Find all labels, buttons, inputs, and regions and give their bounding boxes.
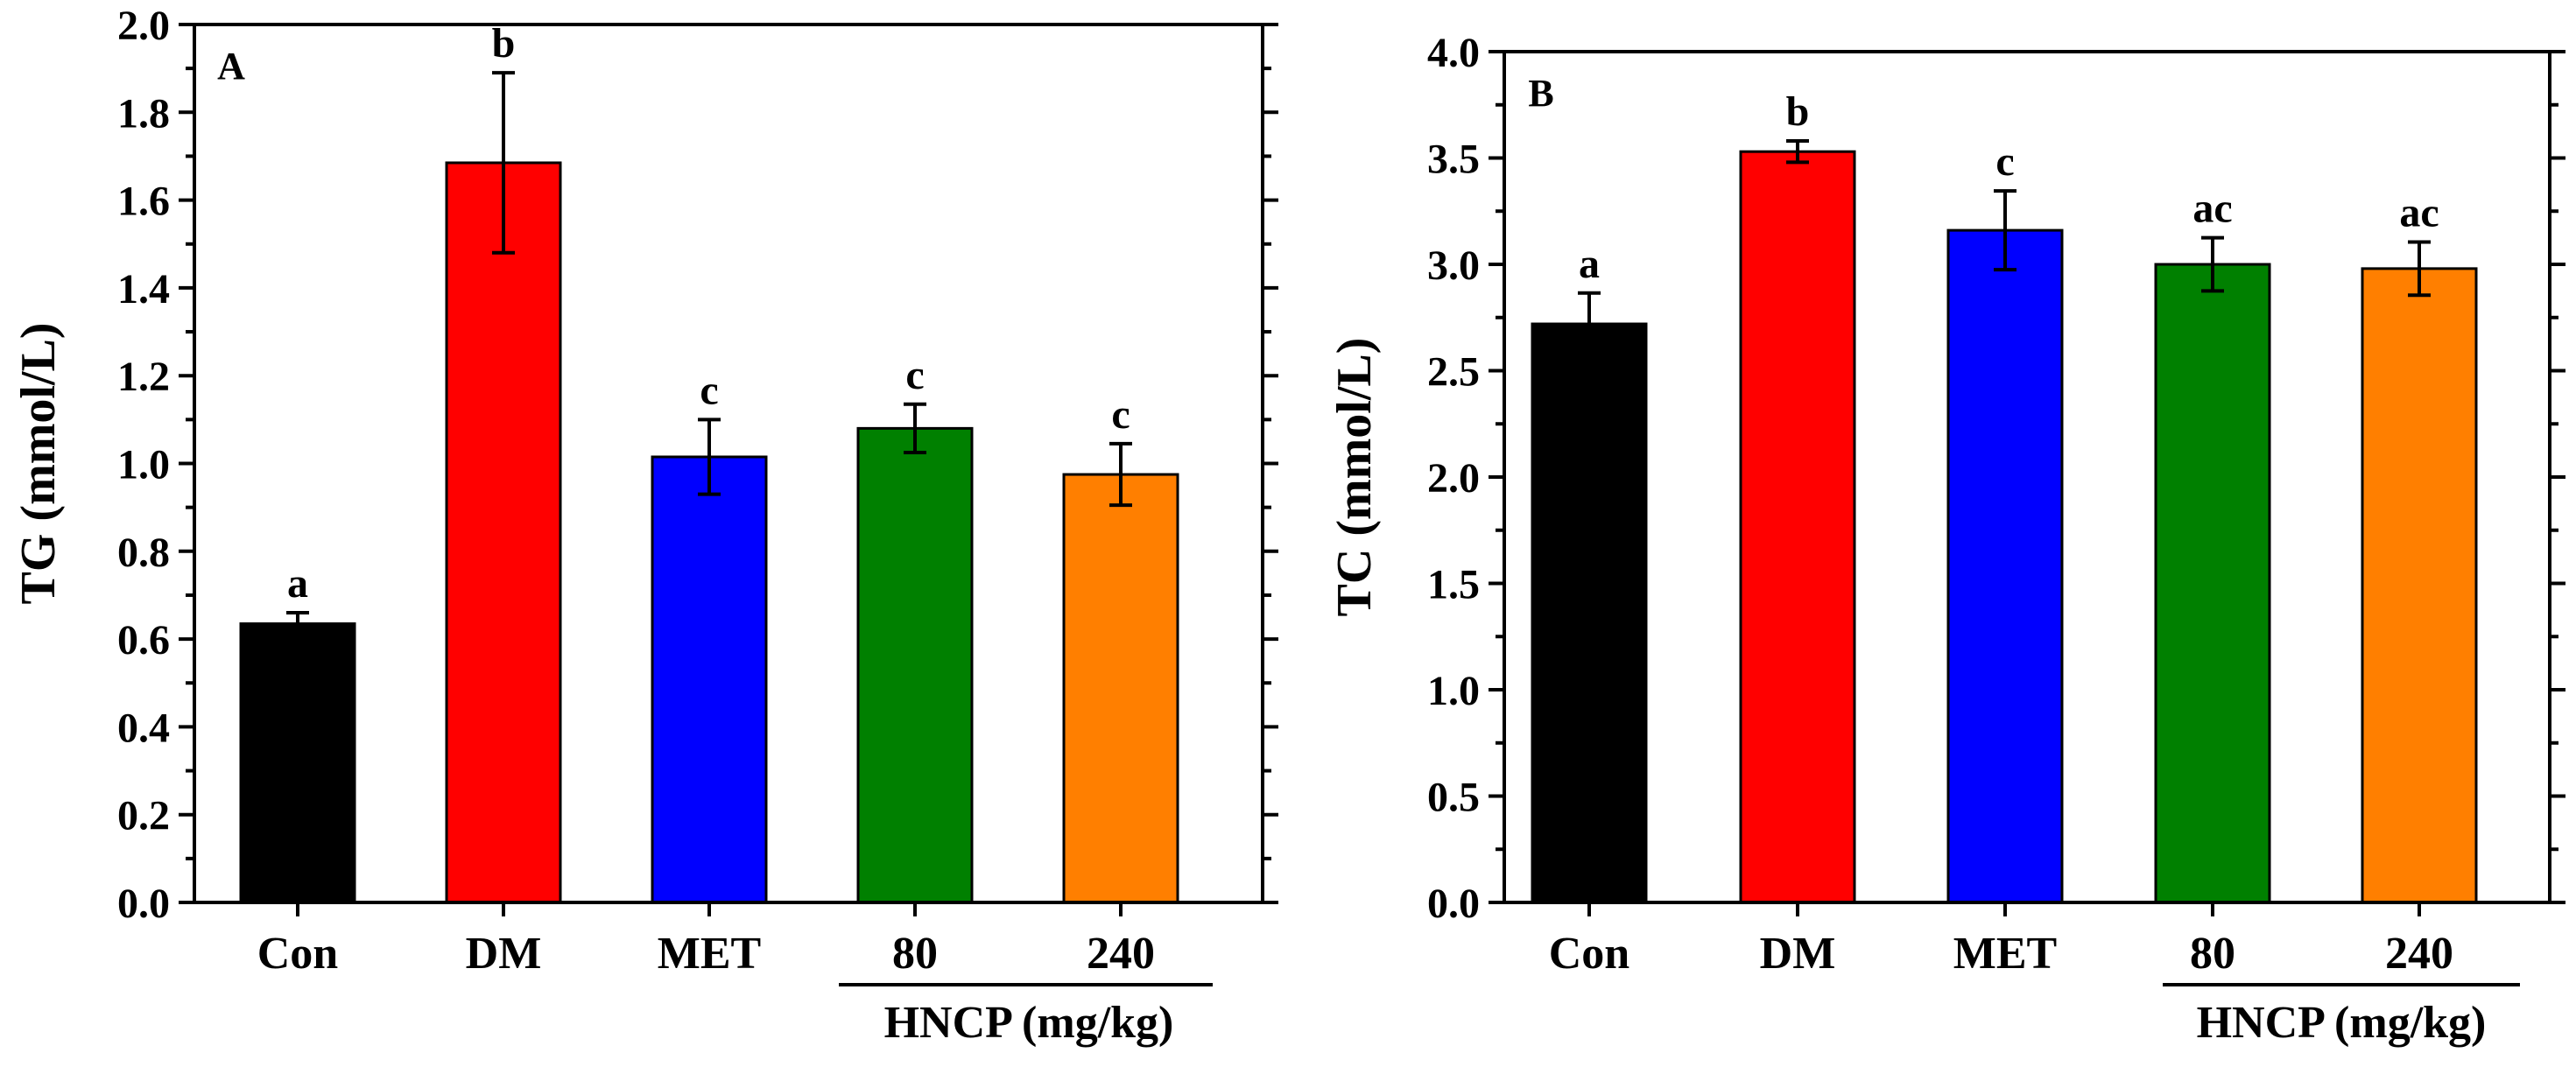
- y-tick-label-a: 0.4: [117, 705, 170, 751]
- y-tick-label-a: 1.4: [117, 266, 170, 312]
- significance-letter-a-dm: b: [492, 20, 516, 67]
- y-tick-label-b: 0.5: [1427, 775, 1480, 821]
- significance-letter-b-dm: b: [1786, 88, 1810, 135]
- y-tick-label-b: 1.0: [1427, 668, 1480, 714]
- x-tick-label-b-240: 240: [2385, 929, 2453, 979]
- error-bar-b-dm: [1786, 139, 1809, 165]
- y-tick-label-b: 2.0: [1427, 455, 1480, 502]
- y-tick-label-a: 0.8: [117, 530, 170, 576]
- bar-a-dm: [445, 161, 562, 904]
- y-tick-label-b: 0.0: [1427, 881, 1480, 927]
- x-tick-label-a-met: MET: [658, 929, 761, 979]
- bar-b-240: [2361, 267, 2478, 904]
- x-tick-label-b-dm: DM: [1760, 929, 1836, 979]
- y-tick-label-a: 1.2: [117, 354, 170, 400]
- x-tick-label-b-80: 80: [2190, 929, 2235, 979]
- y-tick-label-b: 2.5: [1427, 349, 1480, 396]
- y-axis-label-b: TC (mmol/L): [1327, 338, 1382, 617]
- chart-panel-a: a Con b DM c MET c 80 c 240 0.0 0.2 0.4 0.6 0.8 1.0 1.2 1…: [11, 3, 1278, 1048]
- error-bar-b-con: [1578, 291, 1601, 357]
- y-tick-label-a: 0.2: [117, 793, 170, 839]
- x-tick-label-a-240: 240: [1087, 929, 1155, 979]
- x-tick-label-a-con: Con: [257, 929, 339, 979]
- chart-panel-b: a Con b DM c MET ac 80 ac 240 0.0 0.5 1.0 1.5 2.0 2.5 3.…: [1327, 30, 2565, 1048]
- panel-letter-b: B: [1528, 72, 1553, 115]
- y-tick-label-a: 0.0: [117, 881, 170, 927]
- bar-a-240: [1062, 473, 1179, 904]
- error-bar-a-met: [698, 418, 721, 496]
- significance-letter-a-80: c: [905, 352, 924, 398]
- bar-b-con: [1531, 322, 1648, 904]
- error-bar-b-240: [2408, 240, 2431, 298]
- x-tick-label-a-80: 80: [892, 929, 938, 979]
- bar-b-dm: [1739, 150, 1856, 904]
- significance-letter-a-met: c: [700, 367, 718, 413]
- y-tick-label-b: 4.0: [1427, 30, 1480, 76]
- group-label-a: HNCP (mg/kg): [884, 998, 1174, 1048]
- significance-letter-b-con: a: [1579, 241, 1600, 287]
- x-tick-label-b-met: MET: [1953, 929, 2057, 979]
- significance-letter-a-con: a: [287, 560, 308, 607]
- y-tick-label-a: 2.0: [117, 3, 170, 49]
- error-bar-a-dm: [492, 71, 515, 255]
- y-axis-label-a: TG (mmol/L): [11, 323, 66, 605]
- bar-b-80: [2154, 263, 2271, 904]
- significance-letter-b-met: c: [1995, 138, 2014, 185]
- error-bar-b-80: [2201, 235, 2224, 293]
- y-tick-label-a: 1.8: [117, 90, 170, 137]
- x-tick-label-b-con: Con: [1549, 929, 1630, 979]
- y-tick-label-b: 3.5: [1427, 137, 1480, 183]
- error-bar-a-80: [904, 402, 926, 454]
- y-tick-label-b: 1.5: [1427, 562, 1480, 608]
- x-tick-label-a-dm: DM: [466, 929, 542, 979]
- y-tick-label-b: 3.0: [1427, 242, 1480, 289]
- error-bar-a-240: [1109, 441, 1132, 508]
- bar-a-80: [856, 426, 974, 904]
- bar-b-met: [1946, 228, 2064, 904]
- significance-letter-a-240: c: [1111, 391, 1130, 438]
- bar-a-con: [239, 622, 356, 904]
- error-bar-b-met: [1994, 189, 2016, 272]
- y-tick-label-a: 1.6: [117, 179, 170, 225]
- bar-a-met: [651, 455, 768, 904]
- significance-letter-b-240: ac: [2399, 189, 2439, 235]
- panel-letter-a: A: [217, 45, 245, 88]
- group-label-b: HNCP (mg/kg): [2197, 998, 2487, 1048]
- error-bar-a-con: [286, 611, 309, 637]
- significance-letter-b-80: ac: [2192, 186, 2232, 232]
- y-tick-label-a: 1.0: [117, 442, 170, 488]
- y-tick-label-a: 0.6: [117, 617, 170, 663]
